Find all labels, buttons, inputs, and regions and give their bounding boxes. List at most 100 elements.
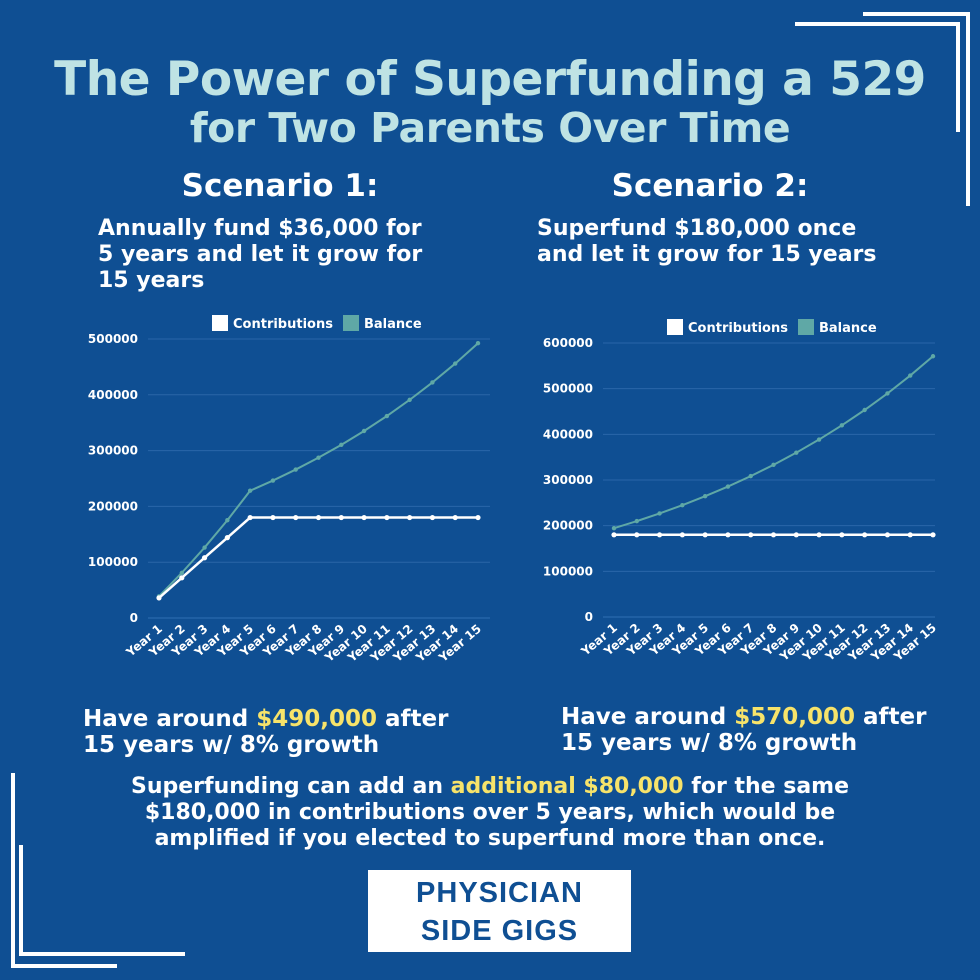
- legend-label: Balance: [819, 321, 877, 336]
- scenario1-desc-line2: 5 years and let it grow for: [98, 242, 423, 267]
- legend-swatch-balance: [343, 315, 359, 331]
- legend-label: Contributions: [233, 317, 333, 332]
- data-point: [225, 518, 230, 523]
- scenario2-desc-line1: Superfund $180,000 once: [537, 216, 857, 241]
- data-point: [179, 570, 184, 576]
- corner-frame-top-right-inner-v: [956, 22, 960, 132]
- scenario1-description: Annually fund $36,000 for 5 years and le…: [98, 216, 422, 294]
- scenario2-result-amount: $570,000: [734, 704, 856, 730]
- data-point: [634, 532, 640, 538]
- corner-frame-top-right-inner-h: [795, 22, 959, 26]
- page-title-line1: The Power of Superfunding a 529: [54, 52, 926, 107]
- data-point: [201, 555, 208, 561]
- data-point: [908, 373, 913, 378]
- data-point: [748, 532, 754, 538]
- legend-label: Balance: [364, 317, 422, 332]
- data-point: [452, 514, 458, 521]
- scenario2-line-chart: 0100000200000300000400000500000600000Yea…: [543, 319, 939, 664]
- scenario1-heading: Scenario 1:: [181, 168, 379, 204]
- data-point: [702, 532, 708, 538]
- data-point: [270, 478, 276, 483]
- data-point: [316, 455, 321, 460]
- data-point: [885, 391, 890, 396]
- data-point: [315, 514, 322, 521]
- data-point: [247, 488, 253, 493]
- y-tick-label: 100000: [88, 555, 138, 569]
- data-point: [384, 413, 390, 419]
- scenario1-desc-line3: 15 years: [98, 268, 205, 293]
- data-point: [748, 473, 753, 479]
- data-point: [907, 532, 913, 538]
- summary-line2: $180,000 in contributions over 5 years, …: [144, 800, 836, 825]
- data-point: [679, 532, 685, 538]
- data-point: [771, 462, 776, 468]
- data-point: [816, 532, 822, 538]
- data-point: [361, 428, 367, 434]
- data-point: [862, 532, 868, 538]
- data-point: [453, 361, 458, 366]
- corner-frame-bottom-left-outer-v: [11, 773, 15, 968]
- data-point: [725, 484, 731, 489]
- data-point: [793, 532, 799, 538]
- scenario1-desc-line1: Annually fund $36,000 for: [98, 216, 422, 241]
- scenario2-heading: Scenario 2:: [611, 168, 809, 204]
- y-tick-label: 500000: [88, 332, 138, 346]
- data-point: [680, 502, 685, 508]
- data-point: [384, 514, 390, 521]
- data-point: [339, 442, 344, 448]
- y-tick-label: 200000: [543, 519, 593, 533]
- data-point: [839, 532, 845, 538]
- data-point: [475, 514, 481, 521]
- legend-swatch-contributions: [212, 315, 228, 331]
- data-point: [429, 514, 436, 521]
- data-point: [839, 423, 845, 428]
- y-tick-label: 500000: [543, 382, 593, 396]
- summary-line3: amplified if you elected to superfund mo…: [154, 826, 826, 851]
- data-point: [407, 397, 412, 403]
- y-tick-label: 600000: [543, 336, 593, 350]
- data-point: [293, 467, 298, 472]
- page-title-line2: for Two Parents Over Time: [189, 104, 791, 152]
- data-point: [634, 518, 639, 524]
- data-point: [794, 450, 799, 455]
- scenario2-desc-line2: and let it grow for 15 years: [537, 242, 877, 267]
- scenario2-result-line2: 15 years w/ 8% growth: [561, 730, 858, 756]
- data-point: [862, 407, 867, 413]
- data-point: [884, 532, 891, 538]
- scenario2-description: Superfund $180,000 once and let it grow …: [537, 216, 877, 268]
- physician-side-gigs-logo: PHYSICIAN SIDE GIGS: [368, 870, 631, 952]
- scenario1-result-line1: Have around $490,000 after: [83, 706, 449, 732]
- data-point: [725, 532, 731, 538]
- y-tick-label: 300000: [88, 444, 138, 458]
- data-point: [293, 514, 299, 521]
- data-point: [611, 532, 617, 538]
- y-tick-label: 400000: [88, 388, 138, 402]
- corner-frame-top-right-outer-h: [863, 12, 970, 16]
- data-point: [930, 532, 936, 538]
- scenario1-result-amount: $490,000: [256, 706, 378, 732]
- scenario2-result-line1: Have around $570,000 after: [561, 704, 927, 730]
- logo-line1: PHYSICIAN: [416, 877, 583, 909]
- data-point: [475, 341, 481, 346]
- data-point: [930, 354, 936, 359]
- data-point: [407, 514, 413, 521]
- data-point: [657, 511, 662, 516]
- data-point: [816, 437, 822, 442]
- corner-frame-bottom-left-outer-h: [11, 964, 117, 968]
- y-tick-label: 100000: [543, 564, 593, 578]
- data-point: [156, 595, 162, 601]
- summary-highlight: additional $80,000: [450, 774, 684, 799]
- data-point: [247, 514, 253, 521]
- scenario1-result-line2: 15 years w/ 8% growth: [83, 732, 380, 758]
- data-point: [179, 575, 185, 581]
- data-point: [702, 494, 708, 499]
- legend-label: Contributions: [688, 321, 788, 336]
- scenario2-result: Have around $570,000 after 15 years w/ 8…: [561, 704, 927, 756]
- data-point: [224, 535, 230, 541]
- data-point: [361, 514, 367, 521]
- y-tick-label: 0: [130, 611, 138, 625]
- y-tick-label: 400000: [543, 427, 593, 441]
- y-tick-label: 300000: [543, 473, 593, 487]
- scenario1-result: Have around $490,000 after 15 years w/ 8…: [83, 706, 449, 758]
